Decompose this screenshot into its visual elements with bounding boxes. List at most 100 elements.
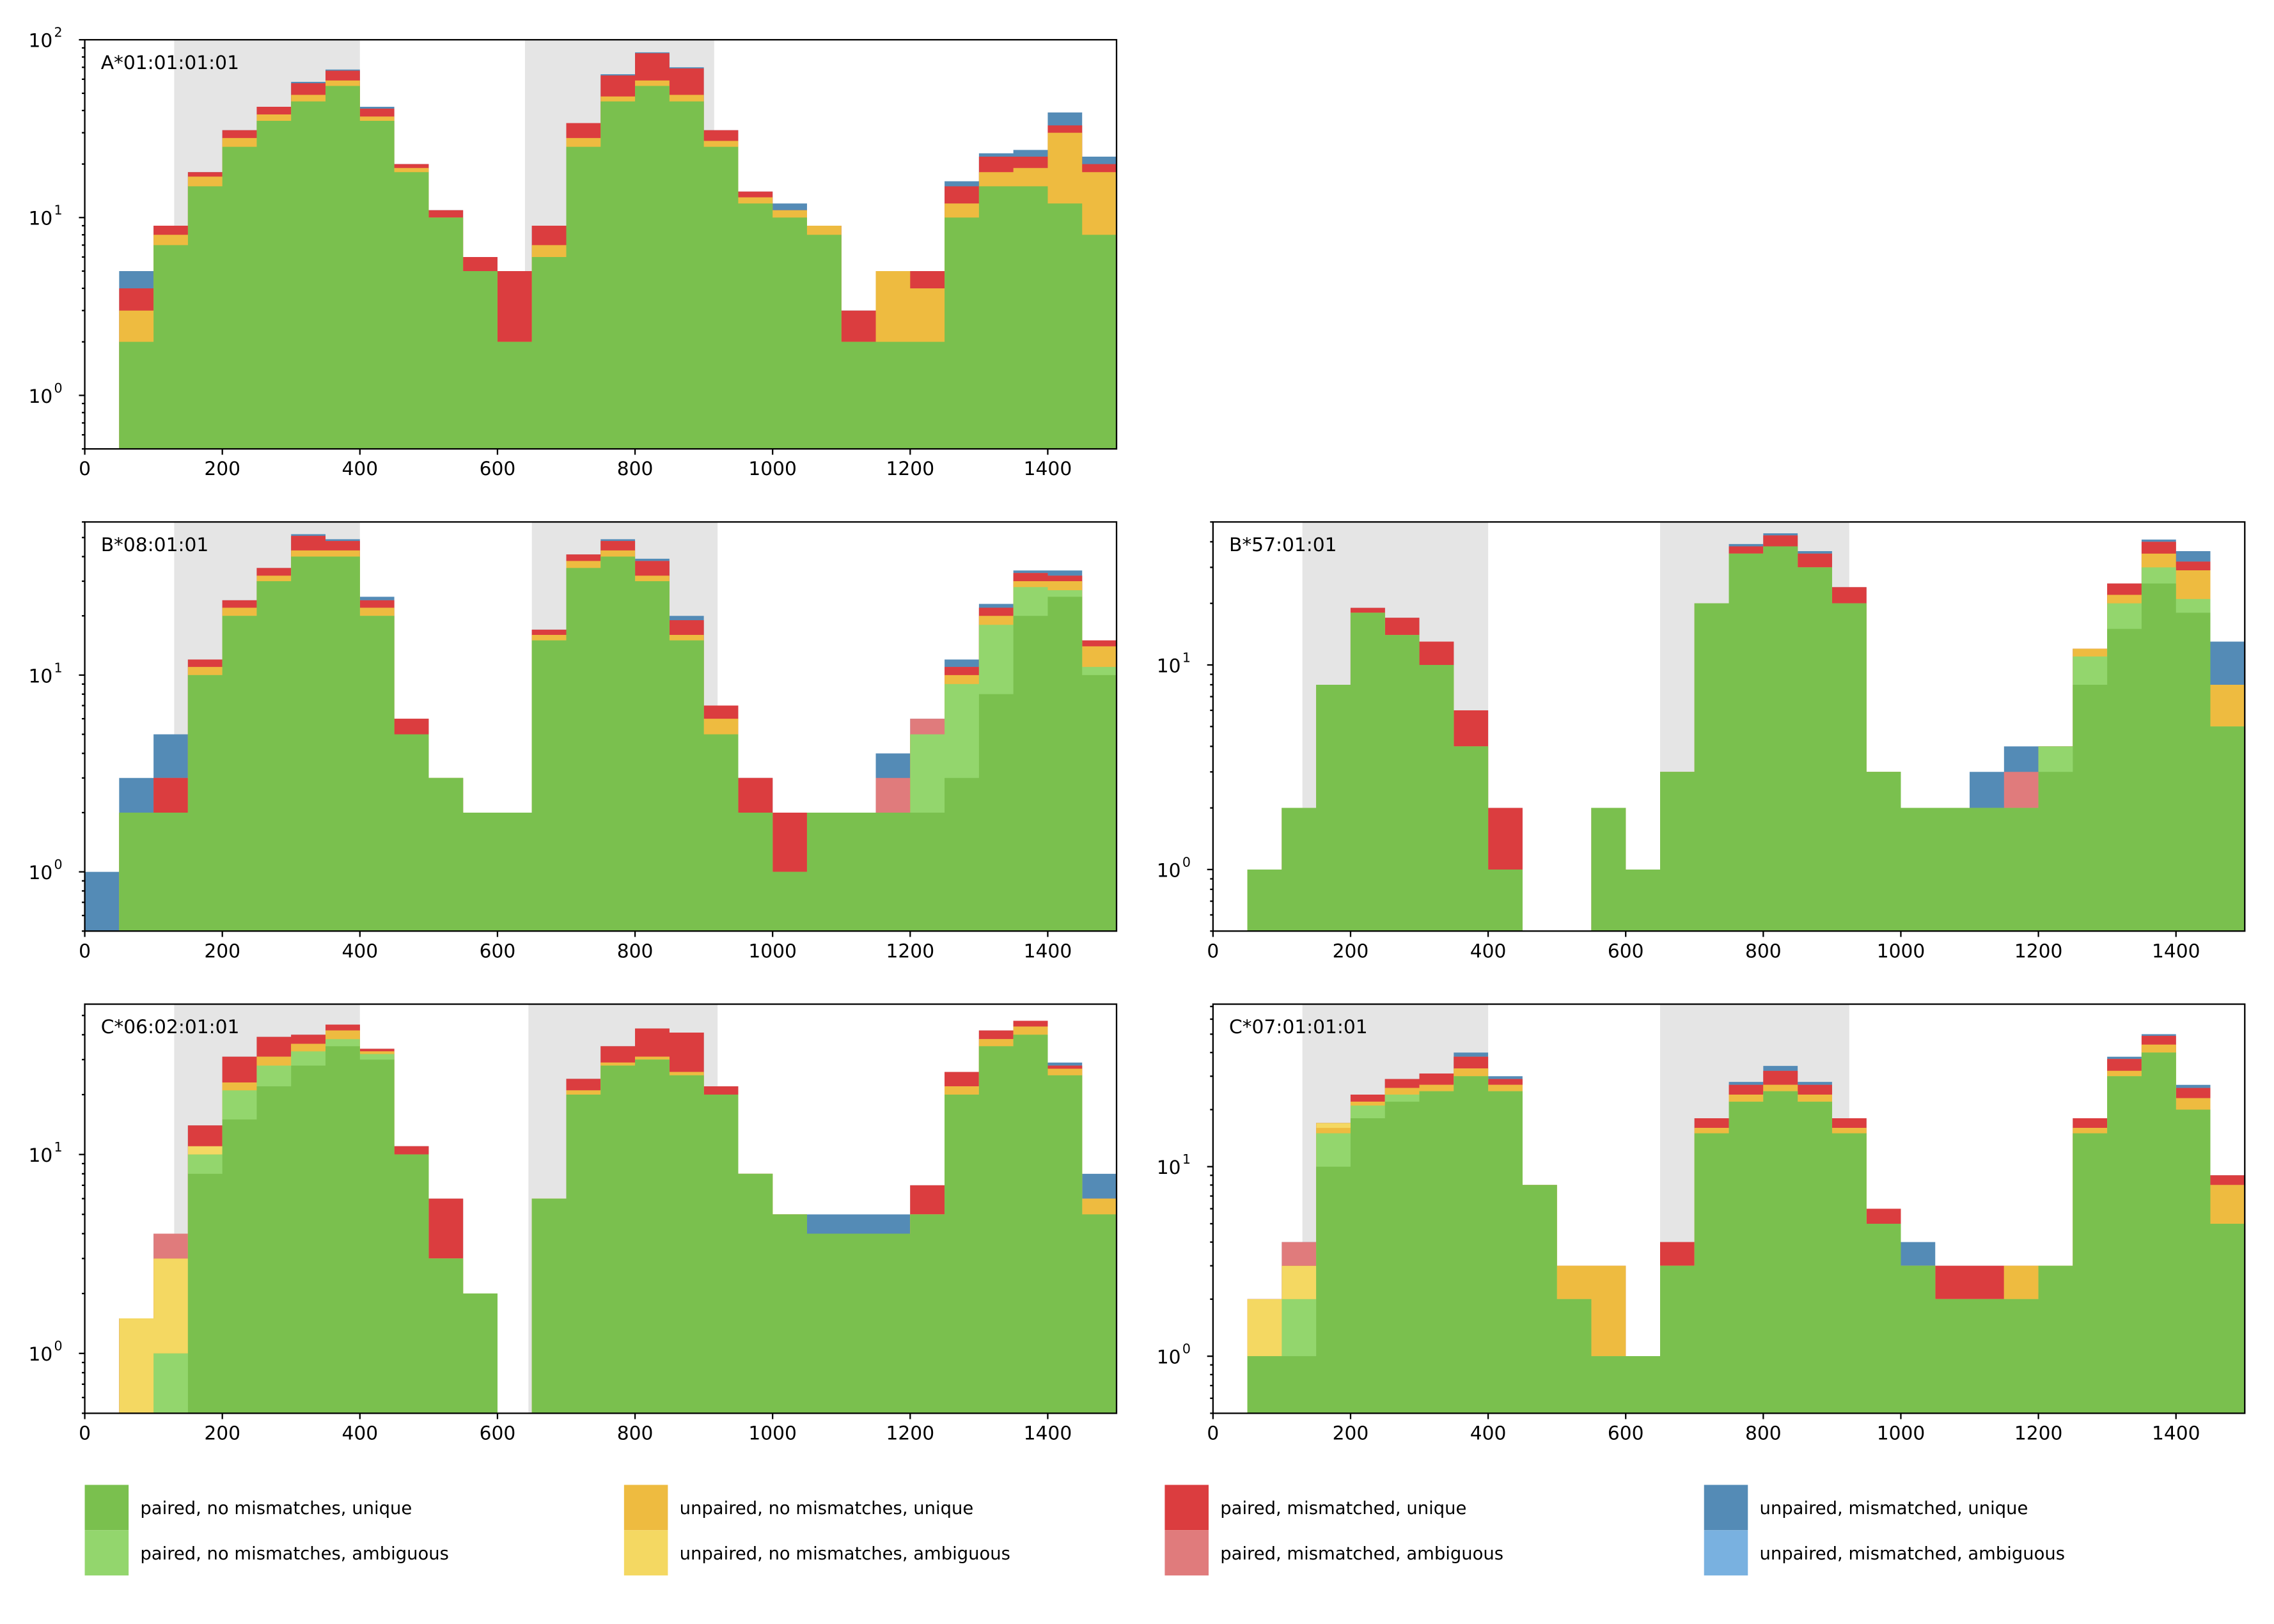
x-tick-label: 800 — [1745, 1423, 1782, 1445]
x-tick-label: 0 — [79, 458, 91, 480]
legend-item: paired, mismatched, unique — [1164, 1485, 1466, 1531]
plot-area — [84, 1004, 1117, 1414]
x-tick-label: 1400 — [1024, 940, 1072, 962]
x-tick-label: 0 — [1207, 940, 1219, 962]
legend-item: unpaired, no mismatches, unique — [623, 1485, 974, 1531]
area-paired-no-mismatches-unique — [1212, 1052, 2245, 1414]
x-tick-label: 1400 — [2152, 1423, 2200, 1445]
legend-label: unpaired, mismatched, unique — [1760, 1499, 2028, 1519]
legend-item: unpaired, mismatched, ambiguous — [1704, 1530, 2066, 1576]
x-tick-label: 200 — [1333, 1423, 1369, 1445]
y-tick-exponent: 1 — [1182, 1152, 1191, 1167]
panel-4: C*06:02:01:010 200 400 600 800 1000 1200 140010… — [28, 1003, 1118, 1445]
x-tick-label: 800 — [617, 1423, 654, 1445]
x-tick-label: 1000 — [748, 1423, 797, 1445]
x-tick-label: 1000 — [1877, 1423, 1925, 1445]
legend-swatch — [1704, 1485, 1748, 1531]
x-tick-label: 600 — [480, 940, 516, 962]
panel-title: C*06:02:01:01 — [101, 1016, 240, 1038]
y-tick-exponent: 1 — [54, 203, 63, 218]
legend: paired, no mismatches, unique paired, no … — [84, 1485, 2066, 1576]
x-tick-label: 400 — [341, 940, 378, 962]
panel-title: A*01:01:01:01 — [101, 52, 239, 74]
y-tick-exponent: 0 — [54, 1338, 63, 1354]
legend-swatch — [84, 1485, 129, 1531]
x-tick-label: 0 — [79, 940, 91, 962]
legend-label: paired, no mismatches, ambiguous — [140, 1544, 449, 1564]
area-paired-no-mismatches-unique — [84, 556, 1117, 932]
legend-item: paired, no mismatches, unique — [84, 1485, 412, 1531]
y-tick-label: 10 — [1157, 859, 1181, 882]
x-tick-label: 1400 — [1024, 458, 1072, 480]
x-tick-label: 800 — [1745, 940, 1782, 962]
x-tick-label: 1400 — [2152, 940, 2200, 962]
panel-title: B*57:01:01 — [1229, 534, 1337, 556]
axes-frame — [84, 39, 1118, 450]
panel-title: B*08:01:01 — [101, 534, 209, 556]
x-tick-label: 800 — [617, 940, 654, 962]
plot-area — [84, 40, 1117, 449]
legend-label: paired, mismatched, unique — [1220, 1499, 1466, 1519]
y-tick-label: 10 — [1157, 1347, 1181, 1369]
x-tick-label: 200 — [204, 940, 240, 962]
legend-label: unpaired, no mismatches, ambiguous — [680, 1544, 1010, 1564]
x-tick-label: 0 — [1207, 1423, 1219, 1445]
x-tick-label: 600 — [480, 1423, 516, 1445]
y-tick-label: 10 — [28, 386, 52, 408]
plot-area — [84, 522, 1117, 932]
y-tick-label: 10 — [1157, 655, 1181, 677]
legend-label: paired, no mismatches, unique — [140, 1499, 412, 1519]
axes-frame — [84, 521, 1118, 932]
x-tick-label: 600 — [1608, 1423, 1644, 1445]
legend-item: paired, no mismatches, ambiguous — [84, 1530, 449, 1576]
plot-area — [1212, 522, 2245, 932]
y-tick-exponent: 0 — [1182, 854, 1191, 870]
y-tick-label: 10 — [28, 1144, 52, 1167]
x-tick-label: 1200 — [886, 1423, 935, 1445]
y-tick-label: 10 — [28, 1343, 52, 1366]
area-paired-no-mismatches-unique — [84, 86, 1117, 449]
panel-5: C*07:01:01:010 200 400 600 800 1000 1200 140010… — [1157, 1003, 2246, 1445]
x-tick-label: 400 — [1470, 1423, 1507, 1445]
x-tick-label: 1200 — [2014, 940, 2063, 962]
x-tick-label: 1200 — [2014, 1423, 2063, 1445]
x-tick-label: 1200 — [886, 458, 935, 480]
legend-swatch — [623, 1530, 668, 1576]
plot-area — [1212, 1004, 2245, 1414]
y-tick-exponent: 1 — [1182, 650, 1191, 665]
x-tick-label: 1000 — [748, 940, 797, 962]
y-tick-exponent: 0 — [1182, 1341, 1191, 1357]
x-tick-label: 200 — [204, 1423, 240, 1445]
axes-frame — [84, 1003, 1118, 1414]
legend-swatch — [1704, 1530, 1748, 1576]
x-tick-label: 200 — [204, 458, 240, 480]
legend-item: unpaired, no mismatches, ambiguous — [623, 1530, 1010, 1576]
legend-swatch — [623, 1485, 668, 1531]
x-tick-label: 1000 — [1877, 940, 1925, 962]
x-tick-label: 400 — [341, 1423, 378, 1445]
y-tick-exponent: 0 — [54, 857, 63, 872]
x-tick-label: 400 — [1470, 940, 1507, 962]
y-tick-label: 10 — [28, 30, 52, 52]
x-tick-label: 800 — [617, 458, 654, 480]
legend-label: paired, mismatched, ambiguous — [1220, 1544, 1503, 1564]
legend-label: unpaired, no mismatches, unique — [680, 1499, 974, 1519]
y-tick-exponent: 1 — [54, 1139, 63, 1155]
x-tick-label: 0 — [79, 1423, 91, 1445]
area-paired-no-mismatches-unique — [84, 1035, 1117, 1414]
legend-swatch — [1164, 1530, 1209, 1576]
legend-label: unpaired, mismatched, ambiguous — [1760, 1544, 2066, 1564]
legend-swatch — [84, 1530, 129, 1576]
x-tick-label: 1400 — [1024, 1423, 1072, 1445]
y-tick-label: 10 — [28, 862, 52, 884]
y-tick-exponent: 1 — [54, 660, 63, 675]
y-tick-exponent: 2 — [54, 25, 63, 40]
x-tick-label: 400 — [341, 458, 378, 480]
legend-swatch — [1164, 1485, 1209, 1531]
y-tick-exponent: 0 — [54, 380, 63, 396]
x-tick-label: 1200 — [886, 940, 935, 962]
y-tick-label: 10 — [28, 208, 52, 230]
